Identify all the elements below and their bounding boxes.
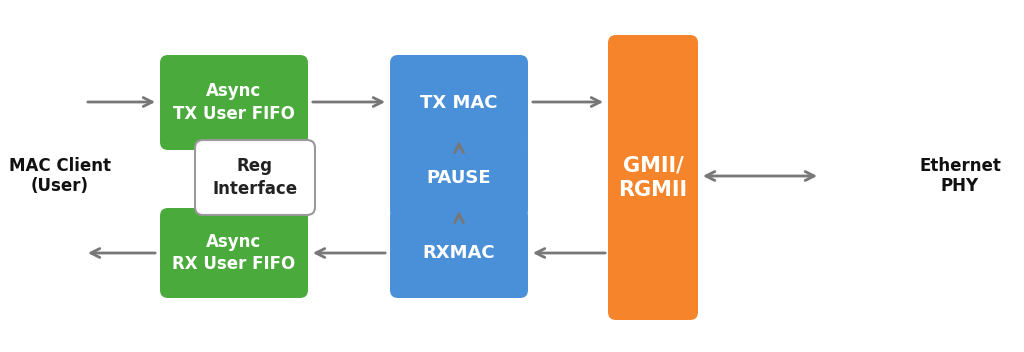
FancyBboxPatch shape — [160, 208, 308, 298]
Text: Reg
Interface: Reg Interface — [212, 157, 298, 197]
FancyBboxPatch shape — [390, 55, 528, 150]
Text: Async
TX User FIFO: Async TX User FIFO — [173, 82, 295, 122]
Text: Ethernet
PHY: Ethernet PHY — [920, 157, 1000, 195]
FancyBboxPatch shape — [160, 55, 308, 150]
Text: TX MAC: TX MAC — [420, 94, 498, 112]
Text: PAUSE: PAUSE — [427, 169, 492, 187]
Text: RXMAC: RXMAC — [423, 244, 496, 262]
FancyBboxPatch shape — [608, 35, 698, 320]
Text: MAC Client
(User): MAC Client (User) — [9, 157, 111, 195]
FancyBboxPatch shape — [390, 208, 528, 298]
FancyBboxPatch shape — [390, 138, 528, 218]
Text: GMII/
RGMII: GMII/ RGMII — [618, 155, 687, 200]
FancyBboxPatch shape — [195, 140, 315, 215]
Text: Async
RX User FIFO: Async RX User FIFO — [172, 233, 296, 273]
